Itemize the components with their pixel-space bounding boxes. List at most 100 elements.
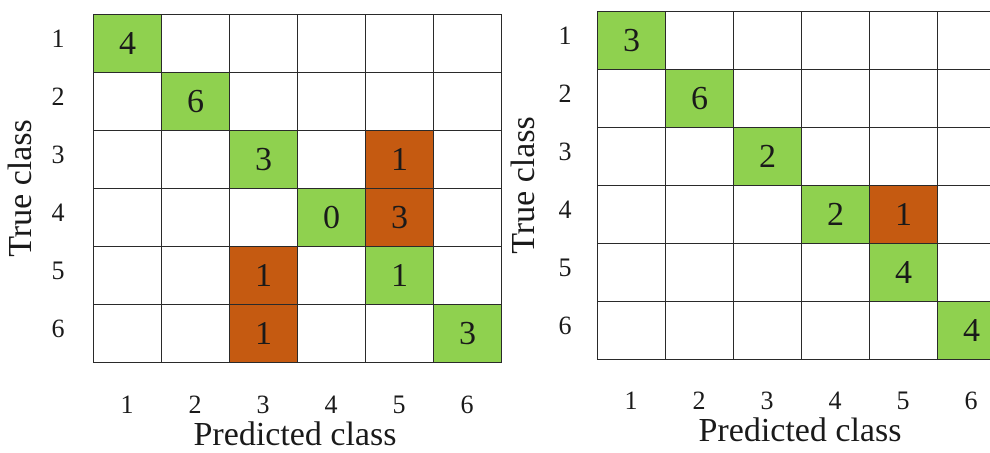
- y-axis-label: True class: [505, 116, 542, 254]
- matrix-cell: [937, 127, 990, 186]
- correct-cell: 2: [801, 185, 870, 244]
- y-tick-label: 6: [51, 314, 65, 343]
- misclassified-cell: 1: [229, 304, 298, 363]
- matrix-cell: [597, 243, 666, 302]
- matrix-cell: [733, 69, 802, 128]
- x-tick-label: 5: [896, 386, 910, 415]
- matrix-cell: [869, 127, 938, 186]
- matrix-cell: [869, 69, 938, 128]
- y-tick-label: 5: [558, 253, 572, 282]
- y-tick-label: 1: [51, 24, 65, 53]
- matrix-cell: [93, 246, 162, 305]
- matrix-cell: [161, 188, 230, 247]
- matrix-cell: [665, 127, 734, 186]
- matrix-cell: [433, 188, 502, 247]
- y-tick-label: 6: [558, 311, 572, 340]
- matrix-cell: [229, 72, 298, 131]
- matrix-cell: [93, 72, 162, 131]
- y-tick-label: 3: [558, 137, 572, 166]
- x-tick-label: 1: [120, 390, 134, 419]
- matrix-cell: [297, 130, 366, 189]
- matrix-cell: [801, 127, 870, 186]
- x-tick-label: 5: [392, 390, 406, 419]
- x-tick-label: 2: [188, 390, 202, 419]
- matrix-cell: [597, 185, 666, 244]
- matrix-cell: [597, 301, 666, 360]
- matrix-cell: [229, 14, 298, 73]
- correct-cell: 4: [869, 243, 938, 302]
- x-tick-label: 3: [256, 390, 270, 419]
- y-tick-label: 5: [51, 256, 65, 285]
- y-tick-label: 1: [558, 21, 572, 50]
- matrix-cell: [433, 72, 502, 131]
- matrix-cell: [665, 243, 734, 302]
- matrix-cell: [365, 14, 434, 73]
- correct-cell: 3: [597, 11, 666, 70]
- y-axis-label: True class: [2, 119, 39, 257]
- matrix-cell: [297, 304, 366, 363]
- misclassified-cell: 3: [365, 188, 434, 247]
- matrix-cell: [665, 301, 734, 360]
- matrix-cell: [937, 11, 990, 70]
- y-tick-label: 3: [51, 140, 65, 169]
- correct-cell: 1: [365, 246, 434, 305]
- x-tick-label: 4: [324, 390, 338, 419]
- matrix-cell: [433, 14, 502, 73]
- matrix-cell: [597, 127, 666, 186]
- x-axis-label: Predicted class: [193, 416, 397, 453]
- matrix-cell: [297, 14, 366, 73]
- x-axis-label: Predicted class: [698, 412, 902, 449]
- correct-cell: 2: [733, 127, 802, 186]
- x-tick-label: 4: [828, 386, 842, 415]
- matrix-cell: [365, 304, 434, 363]
- matrix-cell: [733, 301, 802, 360]
- matrix-cell: [801, 11, 870, 70]
- matrix-cell: [297, 246, 366, 305]
- matrix-cell: [937, 243, 990, 302]
- matrix-cell: [801, 243, 870, 302]
- misclassified-cell: 1: [869, 185, 938, 244]
- correct-cell: 0: [297, 188, 366, 247]
- matrix-cell: [733, 185, 802, 244]
- y-tick-label: 4: [51, 198, 65, 227]
- x-tick-label: 2: [692, 386, 706, 415]
- correct-cell: 6: [665, 69, 734, 128]
- correct-cell: 4: [937, 301, 990, 360]
- matrix-cell: [93, 304, 162, 363]
- misclassified-cell: 1: [365, 130, 434, 189]
- matrix-cell: [733, 11, 802, 70]
- matrix-cell: [665, 11, 734, 70]
- x-tick-label: 6: [460, 390, 474, 419]
- matrix-cell: [869, 301, 938, 360]
- correct-cell: 4: [93, 14, 162, 73]
- matrix-cell: [869, 11, 938, 70]
- matrix-cell: [161, 304, 230, 363]
- matrix-cell: [297, 72, 366, 131]
- y-tick-label: 4: [558, 195, 572, 224]
- x-tick-label: 1: [624, 386, 638, 415]
- matrix-cell: [93, 130, 162, 189]
- matrix-cell: [161, 14, 230, 73]
- correct-cell: 6: [161, 72, 230, 131]
- matrix-cell: [801, 69, 870, 128]
- matrix-cell: [433, 130, 502, 189]
- matrix-cell: [937, 185, 990, 244]
- matrix-cell: [161, 246, 230, 305]
- matrix-cell: [937, 69, 990, 128]
- correct-cell: 3: [229, 130, 298, 189]
- correct-cell: 3: [433, 304, 502, 363]
- misclassified-cell: 1: [229, 246, 298, 305]
- matrix-cell: [597, 69, 666, 128]
- x-tick-label: 6: [964, 386, 978, 415]
- matrix-cell: [161, 130, 230, 189]
- matrix-cell: [733, 243, 802, 302]
- matrix-cell: [433, 246, 502, 305]
- matrix-cell: [665, 185, 734, 244]
- matrix-cell: [229, 188, 298, 247]
- y-tick-label: 2: [51, 82, 65, 111]
- matrix-cell: [801, 301, 870, 360]
- matrix-cell: [365, 72, 434, 131]
- matrix-cell: [93, 188, 162, 247]
- y-tick-label: 2: [558, 79, 572, 108]
